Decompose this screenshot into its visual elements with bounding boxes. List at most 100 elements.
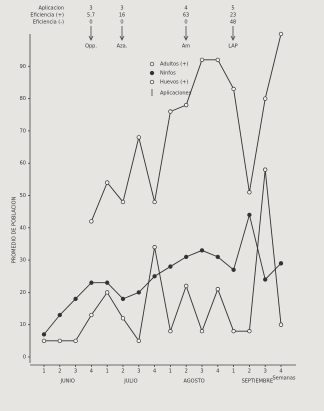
x-tick-label: 3	[74, 369, 77, 375]
x-tick-label: 3	[200, 369, 203, 375]
application-arrowhead	[183, 35, 189, 41]
data-point	[247, 190, 252, 195]
series-line	[44, 169, 282, 343]
x-tick-label: 2	[248, 369, 251, 375]
data-point	[199, 248, 205, 253]
data-point	[263, 277, 268, 282]
x-tick-label: 3	[137, 369, 140, 375]
table-value: 63	[183, 13, 189, 19]
legend-marker	[149, 79, 155, 85]
x-tick-label: 2	[121, 369, 124, 375]
x-tick-label: 2	[185, 369, 188, 375]
application-table: Aplicacion Eficiencia (+) Eficiencia (-)	[30, 6, 64, 26]
y-tick-label: 20	[20, 290, 26, 296]
table-value: 4	[184, 6, 187, 12]
application-product: LAP	[228, 44, 237, 50]
y-tick-label: 0	[23, 355, 26, 361]
data-point	[89, 312, 94, 318]
data-point	[168, 109, 173, 114]
month-label: AGOSTO	[183, 379, 204, 385]
y-tick-label: 40	[20, 225, 26, 231]
application-product: Am	[182, 44, 190, 50]
legend-label: Adultos (+)	[160, 62, 188, 68]
data-point	[89, 219, 94, 224]
application-product: Aza.	[117, 44, 128, 50]
data-point	[263, 167, 268, 172]
table-value: 0	[89, 20, 92, 26]
legend-label: Ninfos	[160, 71, 176, 77]
month-label: JUNIO	[60, 379, 75, 385]
data-point	[278, 261, 284, 266]
data-point	[136, 338, 141, 344]
data-point	[136, 290, 141, 295]
data-point	[41, 338, 47, 344]
data-point	[168, 264, 173, 269]
table-value: 0	[184, 20, 187, 26]
data-point	[105, 180, 110, 185]
data-point	[57, 338, 62, 344]
application-arrowhead	[230, 35, 236, 41]
data-point	[247, 212, 252, 218]
table-row-label: Eficiencia (+)	[30, 13, 64, 19]
data-point	[199, 57, 205, 62]
table-value: 0	[120, 20, 123, 26]
data-point	[231, 86, 236, 92]
legend-label: Huevos (+)	[160, 80, 188, 86]
data-point	[152, 245, 157, 250]
table-value: 5.7	[87, 13, 95, 19]
application-product: Opp.	[85, 44, 97, 50]
x-tick-label: 1	[106, 369, 109, 375]
data-point	[120, 296, 126, 302]
table-row-label: Eficiencia (-)	[33, 20, 64, 26]
table-value: 23	[230, 13, 236, 19]
data-point	[136, 135, 141, 140]
y-tick-label: 60	[20, 161, 26, 167]
legend-marker	[149, 61, 155, 67]
application-arrowhead	[88, 35, 94, 41]
month-label: JULIO	[123, 379, 137, 385]
y-tick-label: 70	[20, 128, 26, 134]
data-point	[120, 316, 126, 321]
data-point	[247, 329, 252, 334]
table-value: 16	[119, 13, 125, 19]
table-value: 3	[89, 6, 92, 12]
data-point	[41, 332, 47, 337]
application-arrowhead	[119, 35, 125, 41]
table-value: 5	[231, 6, 234, 12]
data-point	[120, 199, 126, 205]
data-point	[89, 280, 94, 285]
table-value: 3	[120, 6, 123, 12]
data-point	[278, 322, 284, 327]
y-tick-label: 50	[20, 193, 26, 199]
y-tick-label: 30	[20, 258, 26, 264]
y-axis-label: PROMEDIO DE POBLACION	[12, 196, 18, 263]
month-label: SEPTIEMBRE	[242, 379, 273, 385]
data-point	[231, 329, 236, 334]
y-tick-label: 80	[20, 96, 26, 102]
x-axis-label: Semanas	[272, 376, 295, 382]
y-tick-label: 90	[20, 64, 26, 70]
data-point	[105, 280, 110, 285]
data-point	[184, 254, 189, 260]
x-tick-label: 4	[90, 369, 93, 375]
data-point	[215, 254, 220, 260]
data-point	[168, 329, 173, 334]
legend-label: Aplicaciones	[160, 91, 192, 97]
series-line	[43, 213, 282, 335]
x-tick-label: 4	[153, 369, 156, 375]
data-point	[263, 96, 268, 101]
data-point	[73, 296, 78, 302]
data-point	[184, 102, 189, 108]
legend-marker	[149, 70, 155, 76]
data-point	[73, 338, 78, 344]
x-tick-label: 1	[169, 369, 172, 375]
x-tick-label: 4	[216, 369, 219, 375]
data-point	[278, 31, 284, 37]
table-row-label: Aplicacion	[38, 6, 64, 12]
x-tick-label: 4	[279, 369, 282, 375]
data-point	[184, 283, 189, 289]
x-tick-label: 2	[58, 369, 61, 375]
data-point	[215, 287, 220, 292]
x-tick-label: 3	[264, 369, 267, 375]
